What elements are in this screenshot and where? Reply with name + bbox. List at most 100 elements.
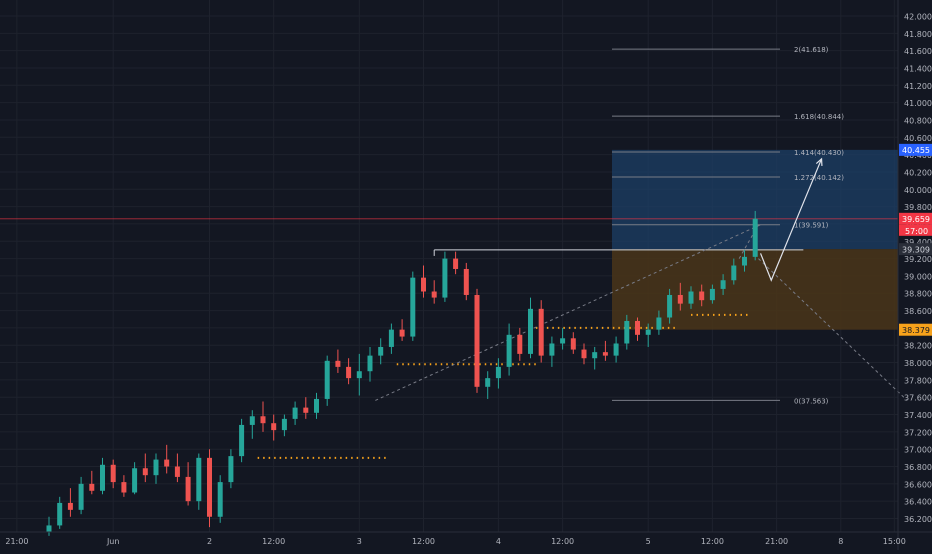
candle-body xyxy=(506,334,512,367)
y-tick-label: 39.200 xyxy=(904,255,932,264)
candle xyxy=(260,401,266,432)
candle-body xyxy=(602,352,608,356)
candle-body xyxy=(324,360,330,399)
candle xyxy=(752,210,758,261)
candle-body xyxy=(281,418,287,431)
candle-body xyxy=(217,482,223,517)
price-tags: 40.455 39.659 57:00 39.309 38.379 xyxy=(899,143,932,336)
candle xyxy=(89,470,95,495)
x-tick-label: 12:00 xyxy=(412,537,435,546)
candle xyxy=(388,323,394,354)
y-tick-label: 40.600 xyxy=(904,134,932,143)
candle xyxy=(731,258,737,285)
candle xyxy=(506,323,512,376)
candle xyxy=(142,453,148,483)
candle xyxy=(46,516,52,536)
current-price-tag xyxy=(899,212,932,225)
y-tick-label: 42.000 xyxy=(904,13,932,22)
candle-body xyxy=(100,464,105,491)
y-tick-label: 41.400 xyxy=(904,64,932,73)
candle xyxy=(314,392,319,419)
entry-price-tag-label: 39.309 xyxy=(902,245,930,254)
candle xyxy=(67,488,73,517)
candle-body xyxy=(228,456,234,483)
candle xyxy=(560,327,566,350)
candle-body xyxy=(185,476,191,502)
candle xyxy=(699,284,705,307)
current-price-tag-label: 39.659 xyxy=(902,215,930,224)
candle xyxy=(495,358,501,389)
candle xyxy=(196,453,202,510)
candle-body xyxy=(67,502,73,510)
x-tick-label: 21:00 xyxy=(5,537,28,546)
candle-body xyxy=(292,407,298,419)
price-axis[interactable]: 36.200 36.400 36.600 36.800 37.000 37.200 37.4… xyxy=(897,0,932,550)
candle-body xyxy=(656,317,662,330)
candle-body xyxy=(517,334,523,354)
candle-body xyxy=(677,294,683,304)
candle xyxy=(399,319,405,341)
y-tick-label: 41.200 xyxy=(904,82,932,91)
candle xyxy=(656,310,662,335)
x-tick-label: 21:00 xyxy=(765,537,788,546)
candle xyxy=(292,401,298,425)
candle xyxy=(271,414,277,441)
candle-body xyxy=(474,294,480,387)
candle-body xyxy=(164,459,170,467)
fib-extension: 2(41.618) 1.618(40.844) 1.414(40.430) 1.272… xyxy=(375,46,908,405)
y-tick-label: 39.000 xyxy=(904,272,932,281)
candle xyxy=(442,251,448,302)
candle xyxy=(453,251,459,275)
countdown-label: 57:00 xyxy=(905,227,928,236)
y-tick-label: 37.000 xyxy=(904,446,932,455)
candle-body xyxy=(346,366,352,379)
fib-level-label: 1.618(40.844) xyxy=(794,113,844,121)
candle xyxy=(485,371,491,399)
y-tick-label: 39.400 xyxy=(904,238,932,247)
candle-body xyxy=(314,398,319,413)
candle xyxy=(303,397,309,419)
candle-body xyxy=(46,525,52,532)
candle-body xyxy=(410,277,416,337)
candle xyxy=(367,346,373,382)
candle-body xyxy=(709,288,715,301)
y-tick-label: 40.000 xyxy=(904,186,932,195)
candle-body xyxy=(645,329,651,335)
fib-level-label: 1.414(40.430) xyxy=(794,149,844,157)
candle-body xyxy=(378,346,384,356)
candle-body xyxy=(335,360,341,367)
candle-body xyxy=(249,416,255,425)
y-tick-label: 41.800 xyxy=(904,30,932,39)
fib-level-label: 2(41.618) xyxy=(794,46,829,54)
x-tick-label: 12:00 xyxy=(262,537,285,546)
candle xyxy=(592,346,598,370)
candle xyxy=(335,349,341,373)
candle-body xyxy=(271,423,277,431)
candles xyxy=(46,210,758,536)
candle xyxy=(742,249,747,272)
y-tick-label: 36.800 xyxy=(904,463,932,472)
x-tick-label: 15:00 xyxy=(883,537,906,546)
candle-body xyxy=(142,468,148,476)
candle-body xyxy=(624,320,630,344)
y-tick-label: 38.200 xyxy=(904,342,932,351)
y-tick-label: 40.200 xyxy=(904,168,932,177)
candle xyxy=(281,414,287,437)
x-tick-label: 2 xyxy=(207,537,212,546)
entry-price-tag xyxy=(899,243,932,256)
candle xyxy=(132,462,138,495)
candle-body xyxy=(463,268,469,295)
fib-leg-1 xyxy=(375,224,761,401)
fib-leg-3 xyxy=(758,258,908,401)
candle xyxy=(217,475,223,523)
candle xyxy=(624,314,630,350)
y-tick-label: 38.000 xyxy=(904,359,932,368)
time-axis[interactable]: 21:00 Jun 2 12:00 3 12:00 4 12:00 5 12:00 21:00 8 15… xyxy=(0,531,932,546)
candle-body xyxy=(442,258,448,298)
candle-body xyxy=(239,424,245,457)
candle xyxy=(410,271,416,341)
candle-body xyxy=(667,294,673,318)
candle xyxy=(239,418,245,463)
